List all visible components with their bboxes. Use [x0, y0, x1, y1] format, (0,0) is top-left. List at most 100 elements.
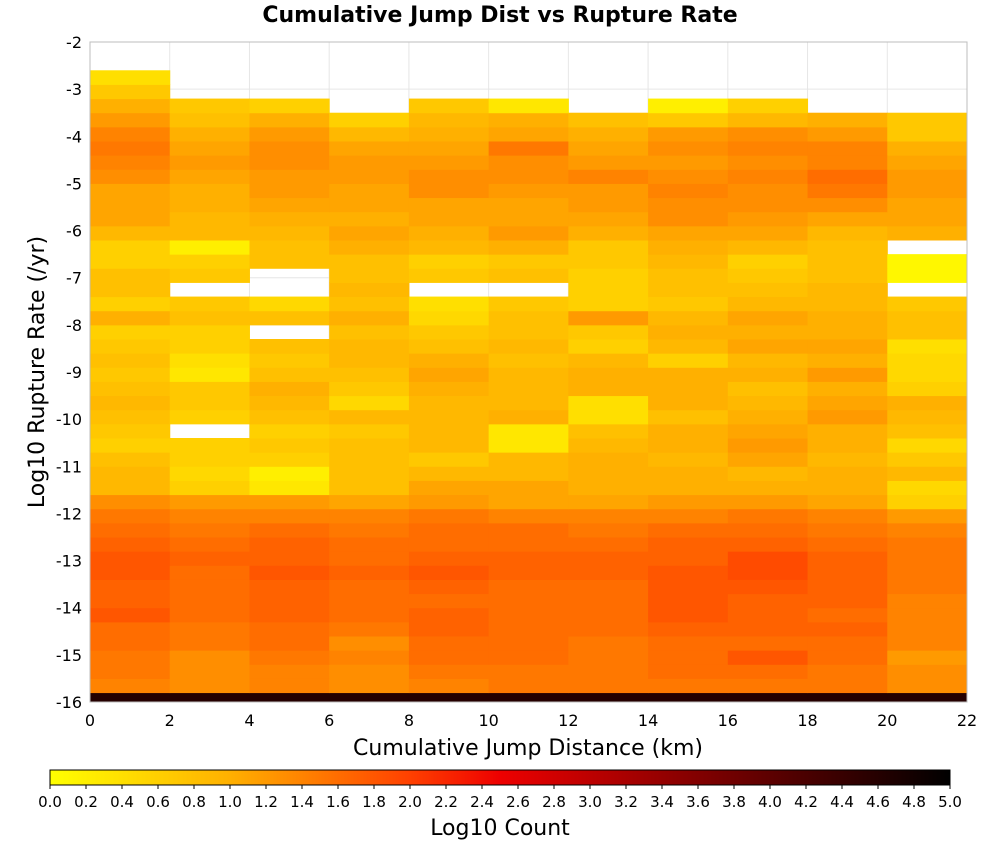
heatmap-cell [727, 310, 809, 326]
heatmap-cell [727, 296, 809, 312]
heatmap-cell [807, 112, 888, 128]
heatmap-cell [249, 395, 330, 411]
heatmap-cell [408, 508, 490, 524]
heatmap-cell [90, 268, 171, 283]
heatmap-cell [329, 268, 410, 283]
heatmap-cell [568, 310, 649, 326]
heatmap-cell [169, 240, 250, 255]
heatmap-cell [727, 126, 809, 142]
x-tick-label: 2 [165, 711, 175, 730]
colorbar-tick-label: 0.6 [146, 793, 170, 811]
plot-area-border [89, 41, 968, 703]
colorbar-tick-label: 4.8 [902, 793, 926, 811]
y-tick-label: -6 [66, 222, 82, 241]
heatmap-cell [568, 636, 649, 651]
heatmap-cell [488, 197, 569, 213]
heatmap-cell [488, 423, 569, 439]
heatmap-cell [329, 551, 410, 566]
heatmap-cell [249, 636, 330, 651]
x-tick-label: 18 [797, 711, 817, 730]
heatmap-cell [648, 324, 729, 340]
heatmap-cell [169, 141, 250, 156]
heatmap-cell [90, 423, 171, 439]
heatmap-cell [408, 225, 490, 241]
heatmap-cell [329, 296, 410, 312]
colorbar-tick-label: 0.0 [38, 793, 62, 811]
heatmap-cell [568, 565, 649, 580]
heatmap-cell [169, 579, 250, 595]
heatmap-cell [727, 607, 809, 623]
x-tick-label: 6 [324, 711, 334, 730]
colorbar-tick-label: 2.0 [398, 793, 422, 811]
heatmap-cell [568, 225, 649, 241]
heatmap-cell [249, 381, 330, 397]
colorbar-tick-label: 3.2 [614, 793, 638, 811]
heatmap-cell [887, 197, 968, 213]
heatmap-cell [408, 98, 490, 114]
heatmap-cell [648, 296, 729, 312]
heatmap-cell [90, 381, 171, 397]
heatmap-cell [727, 466, 809, 481]
heatmap-cell [648, 692, 729, 703]
heatmap-cell [807, 324, 888, 340]
heatmap-cell [249, 211, 330, 227]
heatmap-cell [169, 409, 250, 425]
heatmap-cell [887, 155, 968, 170]
heatmap-cell [90, 395, 171, 411]
heatmap-cell [169, 508, 250, 524]
heatmap-cell [648, 466, 729, 481]
heatmap-cell [648, 126, 729, 142]
heatmap-cell [329, 353, 410, 368]
heatmap-cell [887, 678, 968, 694]
heatmap-cell [887, 310, 968, 326]
heatmap-cell [249, 423, 330, 439]
heatmap-cell [568, 367, 649, 382]
heatmap-cell [568, 664, 649, 679]
heatmap-cell [887, 565, 968, 580]
heatmap-cell [648, 452, 729, 467]
heatmap-cell [329, 282, 410, 298]
heatmap-cell [887, 466, 968, 481]
heatmap-cell [807, 296, 888, 312]
heatmap-cell [648, 197, 729, 213]
heatmap-cell [488, 310, 569, 326]
heatmap-cell [249, 494, 330, 510]
heatmap-cell [90, 339, 171, 354]
heatmap-cell [568, 254, 649, 269]
x-tick-labels: 0 2 4 6 8 10 12 14 16 18 20 22 [85, 711, 977, 730]
heatmap-cell [488, 692, 569, 703]
heatmap-cell [90, 452, 171, 467]
heatmap-cell [727, 183, 809, 199]
heatmap-cell [568, 466, 649, 481]
heatmap-cell [90, 522, 171, 538]
heatmap-cell [408, 268, 490, 283]
heatmap-cell [727, 537, 809, 552]
heatmap-cell [329, 240, 410, 255]
heatmap-cell [169, 621, 250, 637]
x-tick-label: 12 [558, 711, 578, 730]
heatmap-cell [648, 636, 729, 651]
heatmap-cell [568, 579, 649, 595]
x-tick-label: 8 [404, 711, 414, 730]
heatmap-cell [249, 296, 330, 312]
heatmap-cell [169, 126, 250, 142]
heatmap-cell [249, 353, 330, 368]
heatmap-cell [887, 537, 968, 552]
heatmap-cell [568, 141, 649, 156]
heatmap-cell [90, 593, 171, 609]
y-tick-label: -8 [66, 316, 82, 335]
heatmap-cell [488, 296, 569, 312]
heatmap-cell [727, 339, 809, 354]
heatmap-cell [408, 112, 490, 128]
heatmap-cell [249, 692, 330, 703]
heatmap-cell [169, 522, 250, 538]
heatmap-cell [568, 621, 649, 637]
heatmap-cell [329, 141, 410, 156]
heatmap-cell [727, 268, 809, 283]
heatmap-cell [169, 381, 250, 397]
heatmap-cell [169, 353, 250, 368]
colorbar-tick-label: 3.0 [578, 793, 602, 811]
heatmap-cell [169, 551, 250, 566]
heatmap-cell [568, 339, 649, 354]
heatmap-cell [807, 522, 888, 538]
